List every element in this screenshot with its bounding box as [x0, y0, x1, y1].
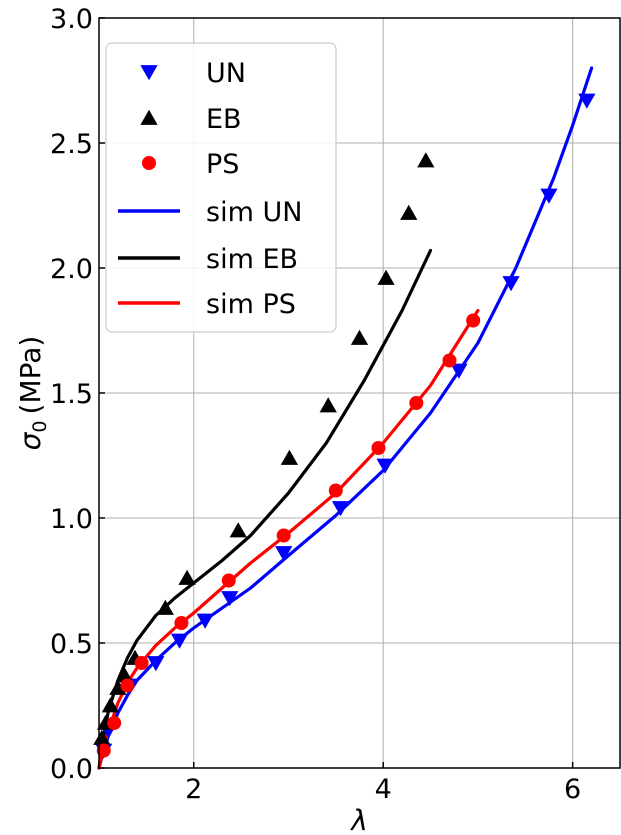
ps-point	[442, 353, 457, 368]
y-axis-label: σ0 (MPa)	[14, 336, 51, 451]
y-tick-label: 0.5	[50, 629, 93, 660]
ps-point	[174, 616, 189, 630]
sim-eb-line	[97, 248, 433, 770]
y-axis-label-subscript: 0	[29, 420, 51, 432]
legend-marker-un	[140, 65, 158, 81]
y-tick-label: 2.5	[50, 129, 93, 160]
eb-point	[417, 152, 435, 168]
plot-series	[93, 66, 596, 770]
un-point	[147, 656, 165, 672]
eb-point	[377, 269, 395, 285]
eb-point	[229, 522, 247, 538]
un-point	[376, 458, 394, 474]
un-point	[196, 613, 214, 629]
y-tick-label: 1.0	[50, 504, 93, 535]
ps-point	[120, 678, 135, 693]
y-tick-label: 1.5	[50, 379, 93, 410]
un-point	[540, 188, 558, 204]
eb-point	[178, 569, 196, 585]
un-point	[578, 93, 596, 109]
un-point	[170, 633, 189, 649]
un-point	[450, 363, 468, 379]
eb-point	[156, 599, 174, 615]
x-tick-label: 6	[564, 774, 581, 805]
eb-point	[115, 667, 134, 683]
eb-point	[319, 397, 337, 413]
eb-point	[93, 729, 111, 745]
svg-text:σ0(MPa): σ0 (MPa)	[14, 336, 51, 451]
legend-label-eb: EB	[206, 104, 242, 135]
eb-point	[101, 697, 119, 713]
y-tick-label: 2.0	[50, 254, 93, 285]
legend-label-un: UN	[206, 58, 246, 89]
eb-point	[400, 204, 418, 220]
legend-marker-eb	[140, 109, 158, 125]
un-point	[221, 591, 239, 607]
un-point	[502, 276, 520, 292]
un-point	[275, 546, 293, 562]
eb-point	[109, 679, 127, 695]
eb-point	[280, 449, 299, 465]
legend-label-sim-eb: sim EB	[206, 244, 298, 275]
y-axis-label-symbol: σ	[14, 431, 47, 450]
ps-point	[96, 743, 111, 758]
tick-labels: 2 4 6 0.0 0.5 1.0 1.5 2.0 2.5 3.0	[50, 4, 581, 805]
x-axis-label: λ	[349, 804, 368, 835]
un-point	[331, 501, 350, 517]
legend: UN EB PS sim UN sim EB sim PS	[105, 42, 337, 333]
legend-marker-ps	[142, 156, 156, 170]
y-tick-label: 0.0	[50, 754, 93, 785]
legend-label-sim-ps: sim PS	[206, 289, 296, 320]
legend-label-ps: PS	[206, 149, 239, 180]
x-tick-label: 2	[185, 774, 202, 805]
axes	[98, 17, 621, 769]
legend-label-sim-un: sim UN	[206, 197, 302, 228]
eb-point	[350, 329, 369, 345]
ps-point	[409, 396, 424, 410]
ps-point	[107, 716, 122, 730]
ps-point	[371, 441, 386, 455]
x-tick-label: 4	[375, 774, 392, 805]
ps-point	[466, 313, 481, 328]
ps-point	[134, 656, 149, 670]
ps-point	[221, 573, 236, 588]
y-axis-label-unit: (MPa)	[14, 336, 47, 415]
ps-point	[276, 528, 291, 543]
ps-point	[328, 483, 343, 498]
y-tick-label: 3.0	[50, 4, 93, 35]
